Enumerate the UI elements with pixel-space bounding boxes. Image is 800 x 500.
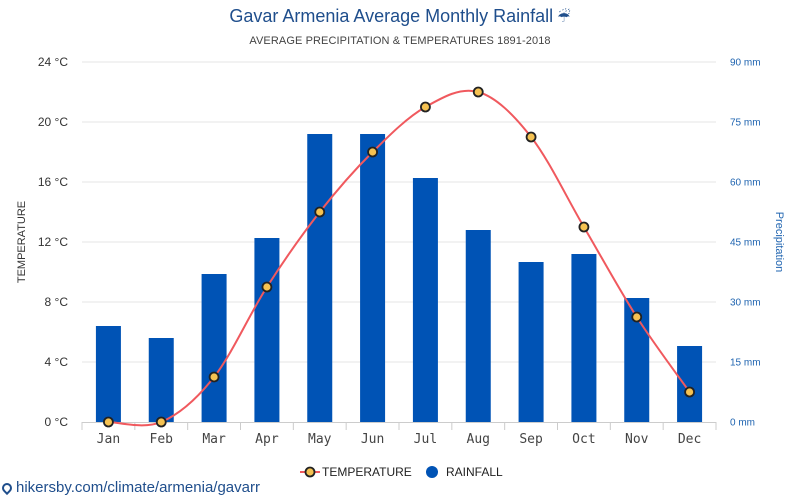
chart-subtitle: AVERAGE PRECIPITATION & TEMPERATURES 189… (249, 35, 551, 47)
temperature-point (631, 311, 643, 323)
rainfall-bar (254, 238, 280, 422)
y-right-axis-title: Precipitation (773, 212, 785, 273)
source-link[interactable]: hikersby.com/climate/armenia/gavarr (0, 479, 260, 496)
temperature-point (261, 281, 273, 293)
x-tick-label: Jan (97, 432, 120, 447)
y-left-tick-label: 16 °C (38, 175, 68, 189)
legend-temperature-marker (304, 466, 316, 478)
temperature-point (208, 371, 220, 383)
chart-title-text: Gavar Armenia Average Monthly Rainfall (229, 6, 554, 26)
rainfall-bar (148, 338, 174, 422)
y-left-tick-label: 20 °C (38, 115, 68, 129)
source-link-text: hikersby.com/climate/armenia/gavarr (16, 479, 260, 496)
temperature-point (367, 146, 378, 158)
y-left-tick-label: 12 °C (38, 235, 68, 249)
temperature-point (472, 86, 484, 98)
temperature-point (314, 206, 326, 218)
y-right-tick-label: 75 mm (730, 118, 761, 129)
x-tick-label: Aug (467, 432, 490, 447)
y-left-tick-label: 8 °C (45, 295, 69, 309)
legend-rainfall-label: RAINFALL (446, 465, 503, 479)
umbrella-rain-icon: ☔ (557, 9, 571, 26)
x-tick-label: Oct (572, 432, 595, 447)
temperature-point (525, 131, 537, 143)
x-tick-label: May (308, 432, 332, 447)
y-right-tick-label: 0 mm (730, 418, 755, 429)
y-right-tick-label: 60 mm (730, 178, 761, 189)
rainfall-bar (571, 254, 597, 422)
y-left-tick-label: 0 °C (45, 415, 69, 429)
y-right-tick-label: 15 mm (730, 358, 761, 369)
temperature-point (103, 416, 114, 428)
rainfall-bar (518, 262, 544, 422)
x-tick-label: Nov (625, 432, 649, 447)
x-tick-label: Jul (414, 432, 437, 447)
y-left-tick-label: 24 °C (38, 55, 68, 69)
legend-rainfall-marker (426, 466, 438, 478)
chart-title: Gavar Armenia Average Monthly Rainfall ☔ (0, 6, 800, 27)
x-tick-label: Mar (202, 432, 226, 447)
temperature-point (420, 101, 431, 113)
x-tick-label: Sep (519, 432, 543, 447)
temperature-line (108, 89, 691, 427)
temperature-point (578, 221, 590, 233)
rainfall-bar (95, 326, 121, 422)
x-tick-label: Feb (150, 432, 174, 447)
rainfall-bar (677, 346, 703, 422)
x-tick-label: Jun (361, 432, 384, 447)
rainfall-bar (307, 134, 333, 422)
legend-temperature-label: TEMPERATURE (322, 465, 412, 479)
y-left-tick-label: 4 °C (45, 355, 69, 369)
rainfall-bar (201, 274, 227, 422)
rainfall-bar (465, 230, 491, 422)
rainfall-bar (360, 134, 386, 422)
temperature-point (155, 416, 167, 428)
x-tick-label: Dec (678, 432, 701, 447)
y-right-tick-label: 90 mm (730, 58, 761, 69)
y-right-tick-label: 30 mm (730, 298, 761, 309)
x-tick-label: Apr (255, 432, 279, 447)
rainfall-bar (412, 178, 438, 422)
y-right-tick-label: 45 mm (730, 238, 761, 249)
map-pin-icon (0, 480, 15, 496)
temperature-point (684, 386, 695, 398)
y-left-axis-title: TEMPERATURE (16, 201, 28, 283)
